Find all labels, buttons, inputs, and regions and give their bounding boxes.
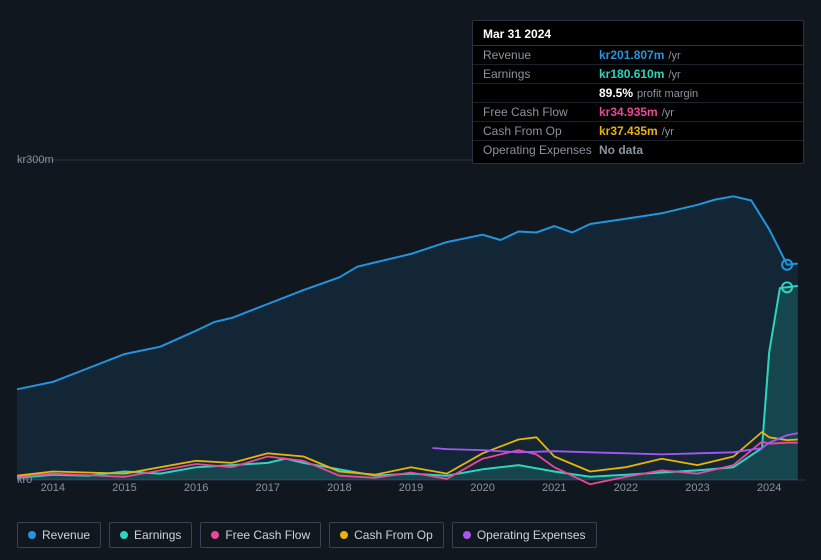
legend-swatch-icon bbox=[28, 531, 36, 539]
tooltip-row-label: Cash From Op bbox=[483, 124, 599, 138]
chart-tooltip: Mar 31 2024 Revenuekr201.807m/yrEarnings… bbox=[472, 20, 804, 164]
legend-label: Cash From Op bbox=[354, 528, 433, 542]
chart-legend: Revenue Earnings Free Cash Flow Cash From O… bbox=[17, 522, 597, 548]
legend-item-cfo[interactable]: Cash From Op bbox=[329, 522, 444, 548]
tooltip-row: Operating ExpensesNo data bbox=[473, 141, 803, 163]
tooltip-row-value: kr201.807m bbox=[599, 48, 664, 62]
tooltip-row-suffix: profit margin bbox=[637, 88, 698, 100]
legend-label: Operating Expenses bbox=[477, 528, 586, 542]
x-axis-label: 2022 bbox=[614, 482, 638, 494]
x-axis-label: 2016 bbox=[184, 482, 208, 494]
tooltip-row-label: Operating Expenses bbox=[483, 143, 599, 157]
tooltip-row-label: Free Cash Flow bbox=[483, 105, 599, 119]
tooltip-row-suffix: /yr bbox=[668, 50, 680, 62]
tooltip-row: Revenuekr201.807m/yr bbox=[473, 46, 803, 65]
tooltip-row-suffix: /yr bbox=[668, 69, 680, 81]
tooltip-row-suffix: /yr bbox=[662, 107, 674, 119]
tooltip-row: Cash From Opkr37.435m/yr bbox=[473, 122, 803, 141]
x-axis-label: 2021 bbox=[542, 482, 566, 494]
legend-label: Earnings bbox=[134, 528, 181, 542]
legend-item-revenue[interactable]: Revenue bbox=[17, 522, 101, 548]
legend-swatch-icon bbox=[211, 531, 219, 539]
tooltip-row: Free Cash Flowkr34.935m/yr bbox=[473, 103, 803, 122]
legend-swatch-icon bbox=[120, 531, 128, 539]
x-axis-label: 2020 bbox=[470, 482, 494, 494]
tooltip-row-value: 89.5% bbox=[599, 86, 633, 100]
x-axis-label: 2018 bbox=[327, 482, 351, 494]
tooltip-row: Earningskr180.610m/yr bbox=[473, 65, 803, 84]
x-axis-label: 2014 bbox=[41, 482, 65, 494]
tooltip-row-value: No data bbox=[599, 143, 643, 157]
tooltip-row: 89.5% profit margin bbox=[473, 84, 803, 103]
x-axis-label: 2019 bbox=[399, 482, 423, 494]
chart-svg bbox=[17, 160, 805, 480]
legend-swatch-icon bbox=[340, 531, 348, 539]
x-axis-label: 2024 bbox=[757, 482, 781, 494]
legend-swatch-icon bbox=[463, 531, 471, 539]
chart-plot-area[interactable] bbox=[17, 160, 805, 480]
legend-item-fcf[interactable]: Free Cash Flow bbox=[200, 522, 321, 548]
x-axis-label: 2017 bbox=[255, 482, 279, 494]
x-axis-label: 2015 bbox=[112, 482, 136, 494]
legend-item-opex[interactable]: Operating Expenses bbox=[452, 522, 597, 548]
tooltip-row-label: Revenue bbox=[483, 48, 599, 62]
tooltip-row-value: kr180.610m bbox=[599, 67, 664, 81]
legend-label: Free Cash Flow bbox=[225, 528, 310, 542]
tooltip-row-value: kr34.935m bbox=[599, 105, 658, 119]
tooltip-rows: Revenuekr201.807m/yrEarningskr180.610m/y… bbox=[473, 46, 803, 163]
x-axis-labels: 2014 2015 2016 2017 2018 2019 2020 2021 2022 2023… bbox=[17, 482, 805, 502]
tooltip-date: Mar 31 2024 bbox=[473, 21, 803, 46]
legend-label: Revenue bbox=[42, 528, 90, 542]
tooltip-row-label: Earnings bbox=[483, 67, 599, 81]
series-area-revenue bbox=[17, 196, 798, 480]
x-axis-label: 2023 bbox=[685, 482, 709, 494]
tooltip-row-value: kr37.435m bbox=[599, 124, 658, 138]
legend-item-earnings[interactable]: Earnings bbox=[109, 522, 192, 548]
tooltip-row-suffix: /yr bbox=[662, 126, 674, 138]
